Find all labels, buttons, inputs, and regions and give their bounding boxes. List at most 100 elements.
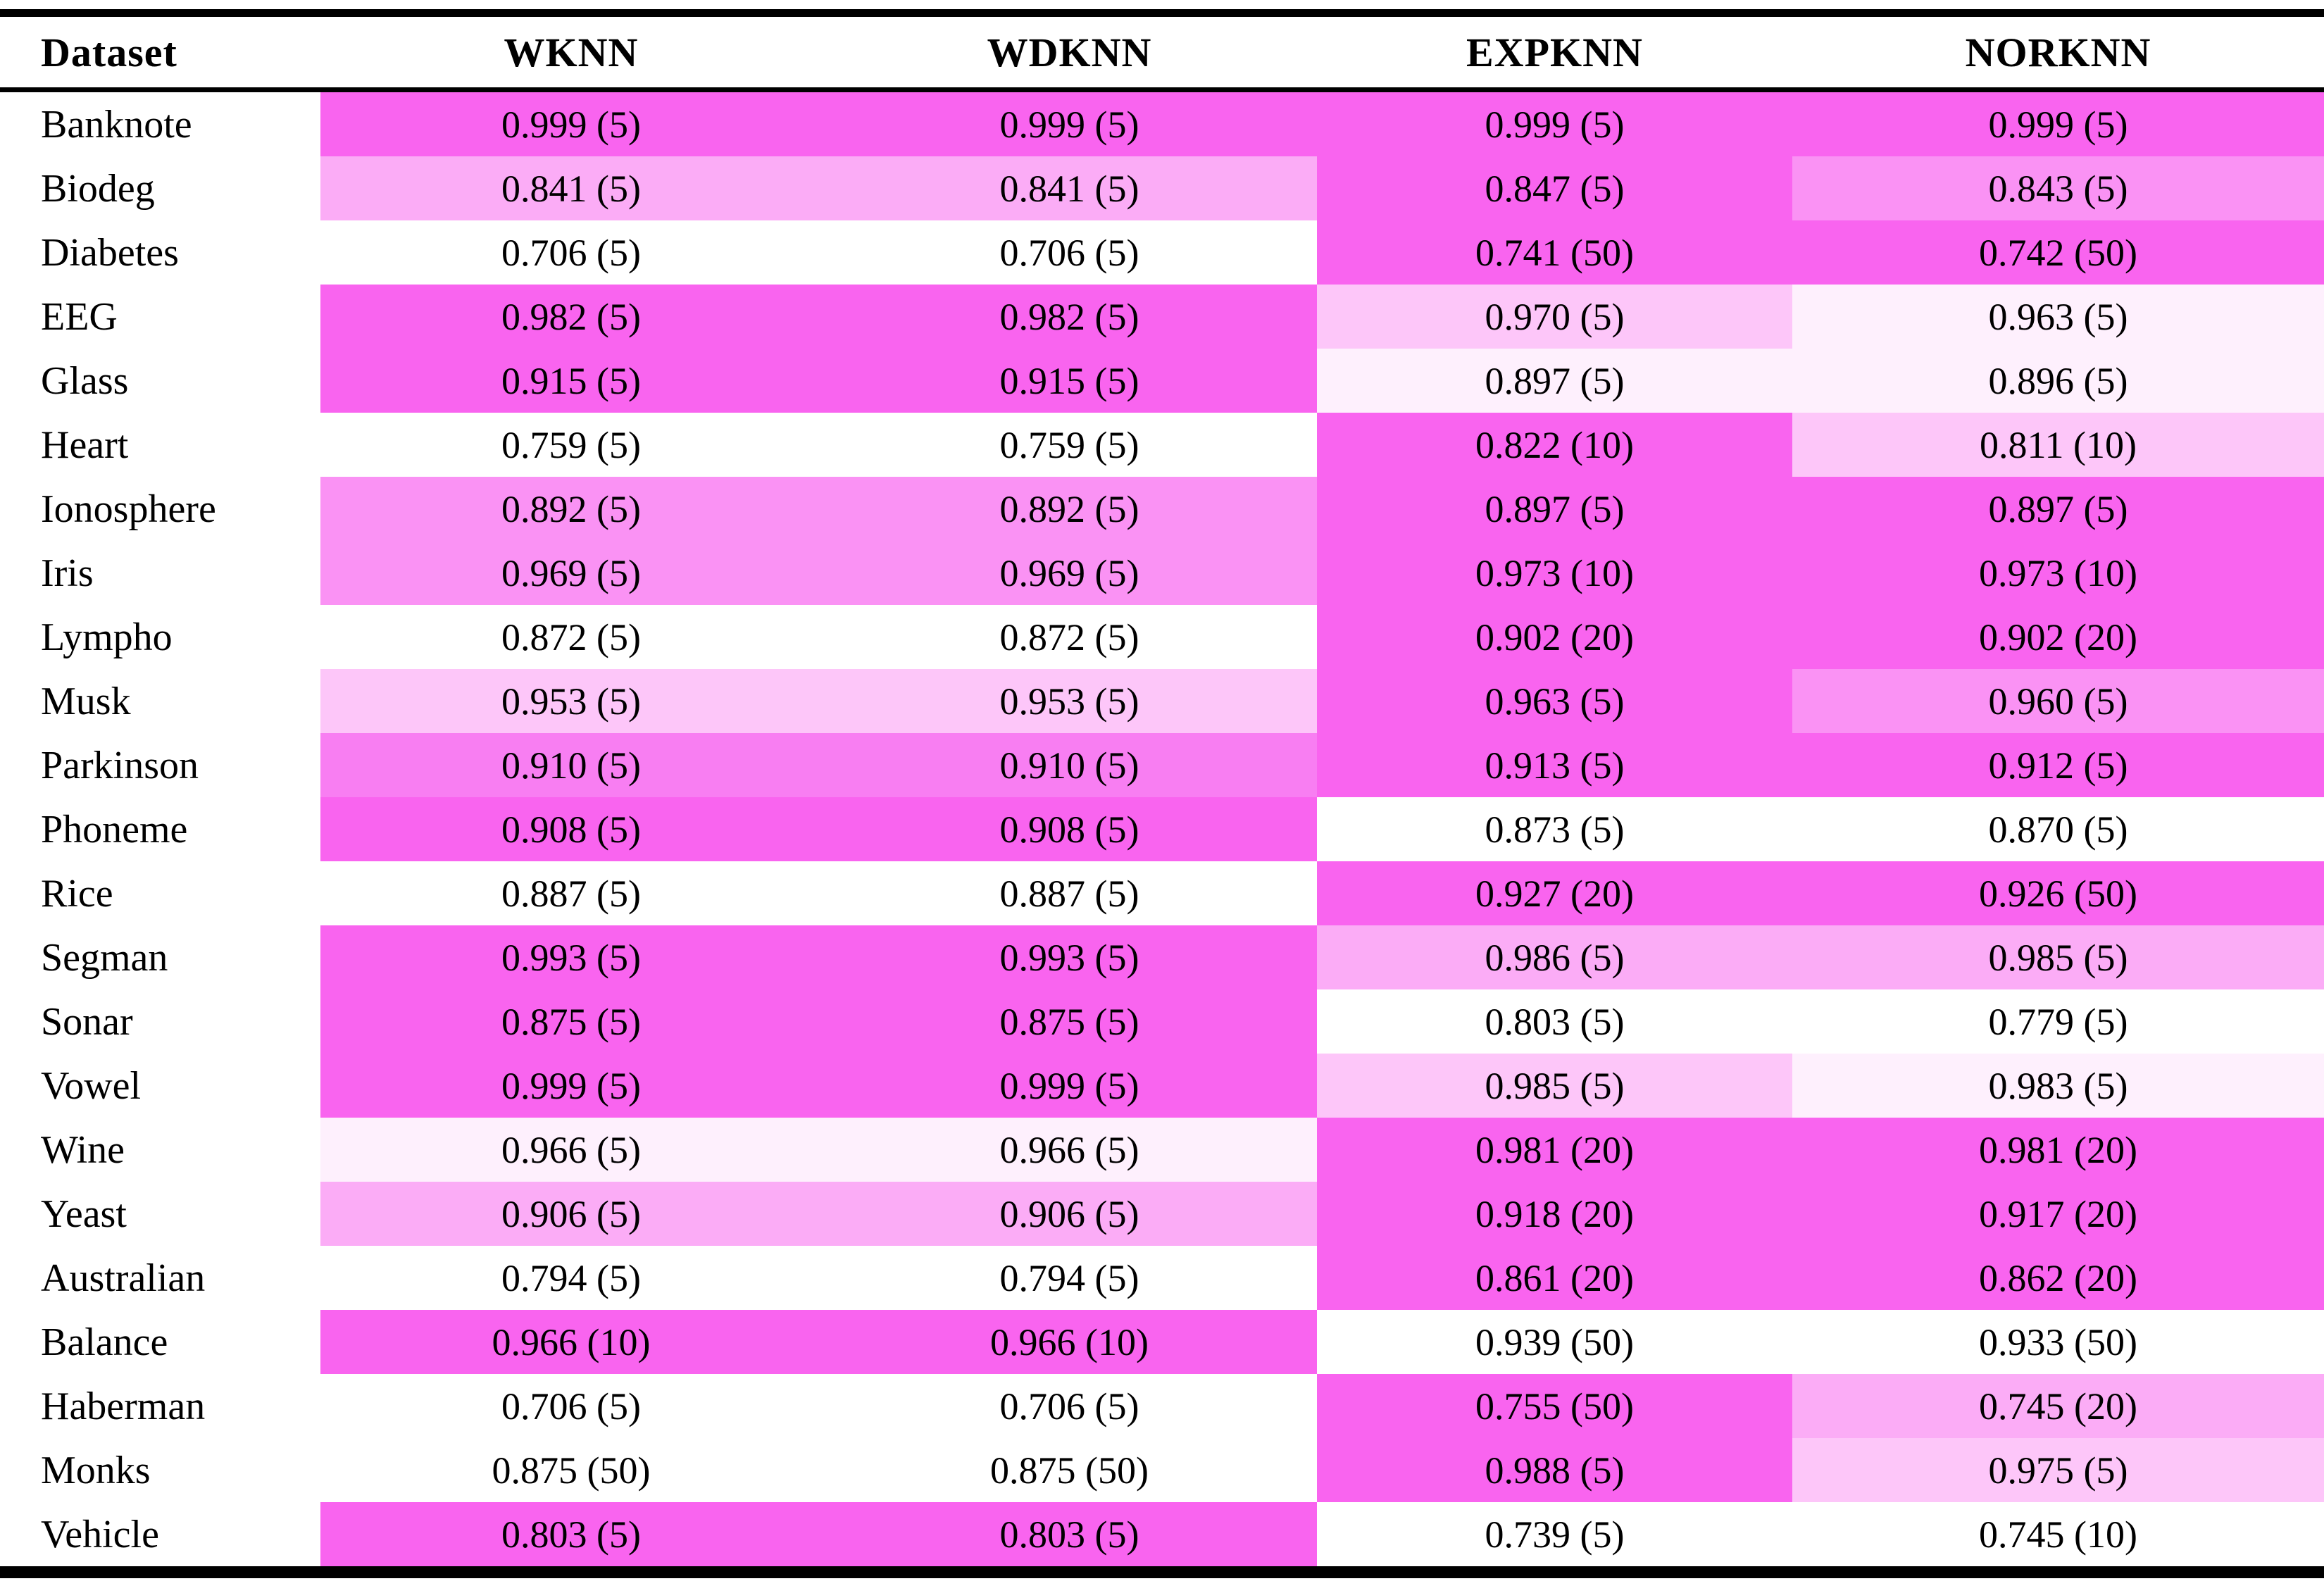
table-row: Monks 0.875 (50) 0.875 (50) 0.988 (5) 0.975 … xyxy=(0,1438,2324,1502)
value-cell-wknn: 0.910 (5) xyxy=(320,733,822,797)
value-cell-wknn: 0.966 (5) xyxy=(320,1118,822,1182)
table-row: EEG 0.982 (5) 0.982 (5) 0.970 (5) 0.963 (5) xyxy=(0,285,2324,349)
dataset-label: Diabetes xyxy=(0,220,320,285)
value-cell-wdknn: 0.966 (10) xyxy=(822,1310,1317,1374)
table-row: Phoneme 0.908 (5) 0.908 (5) 0.873 (5) 0.870 … xyxy=(0,797,2324,861)
value-cell-norknn: 0.912 (5) xyxy=(1792,733,2324,797)
value-cell-wknn: 0.887 (5) xyxy=(320,861,822,925)
value-cell-expknn: 0.803 (5) xyxy=(1317,989,1792,1054)
dataset-label: Balance xyxy=(0,1310,320,1374)
value-cell-expknn: 0.822 (10) xyxy=(1317,413,1792,477)
dataset-label: Musk xyxy=(0,669,320,733)
value-cell-norknn: 0.897 (5) xyxy=(1792,477,2324,541)
dataset-label: Rice xyxy=(0,861,320,925)
value-cell-wknn: 0.706 (5) xyxy=(320,1374,822,1438)
value-cell-wknn: 0.999 (5) xyxy=(320,92,822,156)
value-cell-norknn: 0.742 (50) xyxy=(1792,220,2324,285)
value-cell-wknn: 0.841 (5) xyxy=(320,156,822,220)
value-cell-norknn: 0.933 (50) xyxy=(1792,1310,2324,1374)
value-cell-wknn: 0.759 (5) xyxy=(320,413,822,477)
value-cell-wdknn: 0.908 (5) xyxy=(822,797,1317,861)
table-row: Glass 0.915 (5) 0.915 (5) 0.897 (5) 0.896 (5… xyxy=(0,349,2324,413)
header-cell-norknn: NORKNN xyxy=(1965,29,2151,75)
value-cell-wknn: 0.999 (5) xyxy=(320,1054,822,1118)
value-cell-expknn: 0.988 (5) xyxy=(1317,1438,1792,1502)
table-row: Haberman 0.706 (5) 0.706 (5) 0.755 (50) 0.74… xyxy=(0,1374,2324,1438)
value-cell-expknn: 0.741 (50) xyxy=(1317,220,1792,285)
header-cell-wknn: WKNN xyxy=(504,29,639,75)
value-cell-norknn: 0.779 (5) xyxy=(1792,989,2324,1054)
value-cell-norknn: 0.960 (5) xyxy=(1792,669,2324,733)
dataset-label: Vehicle xyxy=(0,1502,320,1566)
value-cell-norknn: 0.983 (5) xyxy=(1792,1054,2324,1118)
value-cell-expknn: 0.873 (5) xyxy=(1317,797,1792,861)
value-cell-wdknn: 0.706 (5) xyxy=(822,1374,1317,1438)
value-cell-norknn: 0.870 (5) xyxy=(1792,797,2324,861)
value-cell-norknn: 0.745 (10) xyxy=(1792,1502,2324,1566)
table-row: Rice 0.887 (5) 0.887 (5) 0.927 (20) 0.926 (5… xyxy=(0,861,2324,925)
value-cell-norknn: 0.902 (20) xyxy=(1792,605,2324,669)
dataset-label: Iris xyxy=(0,541,320,605)
dataset-label: Lympho xyxy=(0,605,320,669)
value-cell-expknn: 0.986 (5) xyxy=(1317,925,1792,989)
value-cell-wdknn: 0.875 (5) xyxy=(822,989,1317,1054)
value-cell-expknn: 0.847 (5) xyxy=(1317,156,1792,220)
table-row: Biodeg 0.841 (5) 0.841 (5) 0.847 (5) 0.843 (… xyxy=(0,156,2324,220)
value-cell-expknn: 0.739 (5) xyxy=(1317,1502,1792,1566)
value-cell-wdknn: 0.953 (5) xyxy=(822,669,1317,733)
table-row: Segman 0.993 (5) 0.993 (5) 0.986 (5) 0.985 (… xyxy=(0,925,2324,989)
value-cell-wdknn: 0.999 (5) xyxy=(822,1054,1317,1118)
dataset-label: Phoneme xyxy=(0,797,320,861)
table-bottom-rule xyxy=(0,1566,2324,1578)
value-cell-wdknn: 0.982 (5) xyxy=(822,285,1317,349)
value-cell-expknn: 0.918 (20) xyxy=(1317,1182,1792,1246)
table-row: Musk 0.953 (5) 0.953 (5) 0.963 (5) 0.960 (5) xyxy=(0,669,2324,733)
value-cell-wknn: 0.982 (5) xyxy=(320,285,822,349)
value-cell-expknn: 0.981 (20) xyxy=(1317,1118,1792,1182)
value-cell-wknn: 0.803 (5) xyxy=(320,1502,822,1566)
value-cell-norknn: 0.926 (50) xyxy=(1792,861,2324,925)
value-cell-wknn: 0.875 (50) xyxy=(320,1438,822,1502)
value-cell-wdknn: 0.910 (5) xyxy=(822,733,1317,797)
value-cell-wdknn: 0.875 (50) xyxy=(822,1438,1317,1502)
dataset-label: Wine xyxy=(0,1118,320,1182)
value-cell-wdknn: 0.887 (5) xyxy=(822,861,1317,925)
value-cell-wdknn: 0.794 (5) xyxy=(822,1246,1317,1310)
table-row: Diabetes 0.706 (5) 0.706 (5) 0.741 (50) 0.74… xyxy=(0,220,2324,285)
value-cell-wdknn: 0.872 (5) xyxy=(822,605,1317,669)
value-cell-norknn: 0.973 (10) xyxy=(1792,541,2324,605)
value-cell-expknn: 0.985 (5) xyxy=(1317,1054,1792,1118)
value-cell-wdknn: 0.759 (5) xyxy=(822,413,1317,477)
table-row: Heart 0.759 (5) 0.759 (5) 0.822 (10) 0.811 (… xyxy=(0,413,2324,477)
value-cell-expknn: 0.939 (50) xyxy=(1317,1310,1792,1374)
dataset-label: Sonar xyxy=(0,989,320,1054)
value-cell-wknn: 0.892 (5) xyxy=(320,477,822,541)
value-cell-norknn: 0.745 (20) xyxy=(1792,1374,2324,1438)
dataset-label: Banknote xyxy=(0,92,320,156)
value-cell-norknn: 0.896 (5) xyxy=(1792,349,2324,413)
dataset-label: Australian xyxy=(0,1246,320,1310)
dataset-label: Parkinson xyxy=(0,733,320,797)
value-cell-norknn: 0.985 (5) xyxy=(1792,925,2324,989)
table-row: Ionosphere 0.892 (5) 0.892 (5) 0.897 (5) 0.8… xyxy=(0,477,2324,541)
value-cell-expknn: 0.927 (20) xyxy=(1317,861,1792,925)
dataset-label: Haberman xyxy=(0,1374,320,1438)
dataset-label: EEG xyxy=(0,285,320,349)
value-cell-wdknn: 0.803 (5) xyxy=(822,1502,1317,1566)
table-row: Banknote 0.999 (5) 0.999 (5) 0.999 (5) 0.999… xyxy=(0,92,2324,156)
value-cell-wdknn: 0.915 (5) xyxy=(822,349,1317,413)
value-cell-wdknn: 0.999 (5) xyxy=(822,92,1317,156)
dataset-label: Ionosphere xyxy=(0,477,320,541)
value-cell-norknn: 0.963 (5) xyxy=(1792,285,2324,349)
table-row: Parkinson 0.910 (5) 0.910 (5) 0.913 (5) 0.91… xyxy=(0,733,2324,797)
header-cell-expknn: EXPKNN xyxy=(1466,29,1643,75)
value-cell-wknn: 0.875 (5) xyxy=(320,989,822,1054)
value-cell-expknn: 0.902 (20) xyxy=(1317,605,1792,669)
dataset-label: Heart xyxy=(0,413,320,477)
value-cell-expknn: 0.963 (5) xyxy=(1317,669,1792,733)
value-cell-expknn: 0.861 (20) xyxy=(1317,1246,1792,1310)
table-row: Vehicle 0.803 (5) 0.803 (5) 0.739 (5) 0.745 … xyxy=(0,1502,2324,1566)
value-cell-wknn: 0.908 (5) xyxy=(320,797,822,861)
value-cell-wknn: 0.953 (5) xyxy=(320,669,822,733)
value-cell-norknn: 0.917 (20) xyxy=(1792,1182,2324,1246)
